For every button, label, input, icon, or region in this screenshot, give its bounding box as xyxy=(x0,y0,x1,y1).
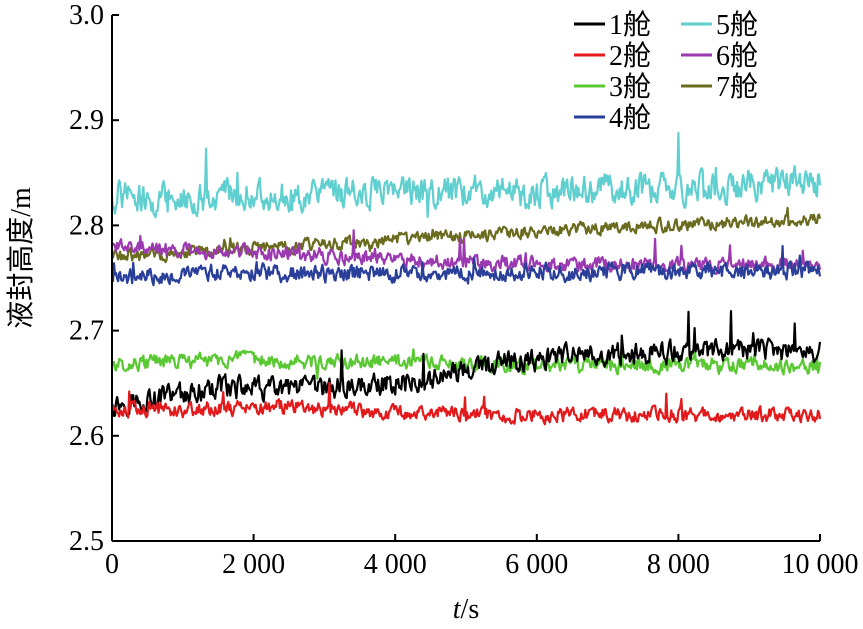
x-axis-title-unit: /s xyxy=(461,594,480,625)
y-tick-label: 3.0 xyxy=(69,0,104,31)
x-axis-title: t/s xyxy=(453,594,479,625)
x-tick-label: 0 xyxy=(105,549,119,580)
y-tick-label: 2.6 xyxy=(69,421,104,452)
legend-label: 1舱 xyxy=(609,9,651,41)
legend-item-2: 2舱 xyxy=(574,40,651,72)
legend-label: 5舱 xyxy=(716,9,758,41)
x-tick-label: 4 000 xyxy=(364,549,427,580)
tick-labels: 2.5 2.6 2.7 2.8 2.9 3.0 0 2 000 4 000 6 000 8 000 1… xyxy=(69,0,859,580)
legend-item-3: 3舱 xyxy=(574,71,651,103)
series-line-7 xyxy=(111,206,822,264)
legend-label: 7舱 xyxy=(716,71,758,103)
legend-label: 6舱 xyxy=(716,40,758,72)
series-line-6 xyxy=(110,229,822,276)
series-layer xyxy=(110,131,822,426)
y-tick-label: 2.5 xyxy=(69,526,104,557)
y-tick-label: 2.8 xyxy=(69,210,104,241)
series-line-1 xyxy=(110,310,822,418)
legend-label: 3舱 xyxy=(609,71,651,103)
legend-label: 4舱 xyxy=(609,102,651,134)
series-line-3 xyxy=(110,335,822,380)
legend-item-6: 6舱 xyxy=(681,40,758,72)
series-line-4 xyxy=(111,244,822,287)
y-tick-label: 2.9 xyxy=(69,105,104,136)
series-line-2 xyxy=(110,381,822,426)
x-tick-label: 8 000 xyxy=(647,549,710,580)
x-tick-label: 2 000 xyxy=(222,549,285,580)
legend-label: 2舱 xyxy=(609,40,651,72)
legend-item-5: 5舱 xyxy=(681,9,758,41)
legend-item-1: 1舱 xyxy=(574,9,651,41)
y-tick-label: 2.7 xyxy=(69,316,104,347)
x-axis-title-var: t xyxy=(453,594,462,625)
x-tick-label: 10 000 xyxy=(782,549,859,580)
y-axis-title: 液封高度/m xyxy=(5,187,37,329)
legend-item-4: 4舱 xyxy=(574,102,651,134)
legend-item-7: 7舱 xyxy=(681,71,758,103)
series-line-5 xyxy=(110,131,822,219)
axes xyxy=(111,14,821,542)
x-tick-label: 6 000 xyxy=(505,549,568,580)
